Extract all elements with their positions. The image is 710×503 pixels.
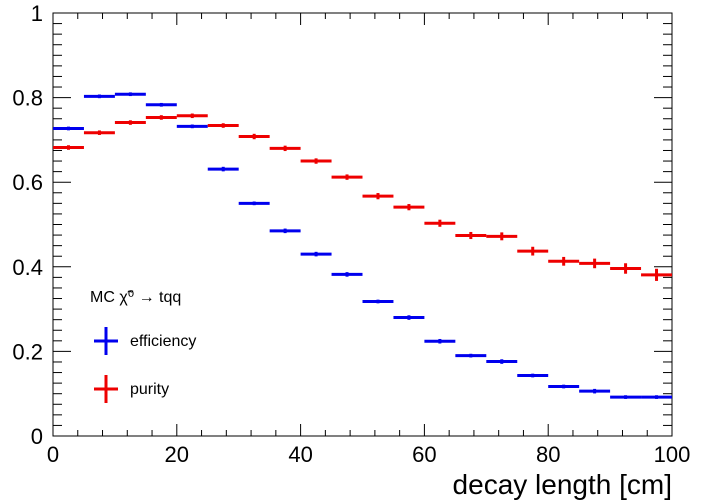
plot-frame (52, 12, 673, 437)
data-point-purity (424, 219, 456, 227)
legend: MC χ̃⁰ → tqq efficiency purity (90, 289, 196, 403)
data-point-purity (362, 193, 394, 200)
data-point-efficiency (393, 315, 425, 320)
data-point-purity (548, 256, 580, 266)
data-point-purity (269, 145, 301, 152)
data-point-purity (331, 174, 363, 180)
axis-ticks (52, 12, 673, 437)
data-point-efficiency (176, 124, 208, 129)
data-point-efficiency (610, 395, 642, 399)
series-efficiency (53, 92, 672, 399)
data-point-purity (517, 246, 549, 256)
legend-header: MC χ̃⁰ → tqq (90, 289, 181, 306)
data-point-efficiency (517, 373, 549, 378)
legend-marker-efficiency (94, 327, 118, 355)
y-tick-labels: 0 0.2 0.4 0.6 0.8 1 (12, 1, 43, 449)
y-tick-label: 0.6 (12, 170, 43, 195)
data-point-efficiency (548, 384, 580, 389)
y-tick-label: 0.4 (12, 255, 43, 280)
x-tick-label: 100 (654, 442, 691, 467)
x-tick-label: 40 (288, 442, 312, 467)
data-point-purity (393, 204, 425, 211)
data-point-purity (176, 113, 208, 119)
data-point-purity (145, 115, 177, 120)
data-point-efficiency (579, 388, 611, 394)
data-point-efficiency (238, 201, 270, 206)
data-point-purity (207, 123, 239, 128)
x-tick-label: 20 (165, 442, 189, 467)
y-tick-label: 0 (31, 424, 43, 449)
data-point-efficiency (331, 272, 363, 277)
data-point-efficiency (269, 228, 301, 234)
data-point-purity (238, 133, 270, 140)
legend-marker-purity (94, 375, 118, 403)
data-point-efficiency (300, 251, 332, 257)
data-point-efficiency (641, 395, 672, 399)
data-point-efficiency (114, 92, 146, 97)
data-point-efficiency (207, 166, 239, 172)
data-point-purity (53, 145, 84, 150)
data-point-efficiency (145, 102, 177, 107)
data-point-efficiency (53, 126, 84, 131)
x-tick-labels: 0 20 40 60 80 100 (47, 442, 690, 467)
data-point-efficiency (362, 299, 394, 304)
data-point-purity (455, 231, 487, 240)
data-point-purity (610, 263, 642, 274)
y-tick-label: 0.2 (12, 339, 43, 364)
data-point-purity (83, 130, 115, 135)
data-point-purity (300, 158, 332, 164)
y-tick-label: 1 (31, 1, 43, 26)
series-purity (53, 113, 672, 281)
data-point-purity (114, 120, 146, 125)
x-tick-label: 0 (47, 442, 59, 467)
legend-label-purity: purity (130, 381, 169, 398)
data-series (53, 92, 672, 399)
data-point-efficiency (486, 359, 518, 364)
x-tick-label: 60 (412, 442, 436, 467)
data-point-efficiency (424, 338, 456, 344)
data-point-efficiency (455, 353, 487, 358)
y-tick-label: 0.8 (12, 86, 43, 111)
data-point-purity (486, 232, 518, 241)
data-point-purity (579, 258, 611, 269)
legend-label-efficiency: efficiency (130, 333, 196, 350)
x-axis-title: decay length [cm] (453, 469, 672, 500)
x-tick-label: 80 (536, 442, 560, 467)
data-point-efficiency (83, 94, 115, 99)
data-point-purity (641, 268, 672, 281)
